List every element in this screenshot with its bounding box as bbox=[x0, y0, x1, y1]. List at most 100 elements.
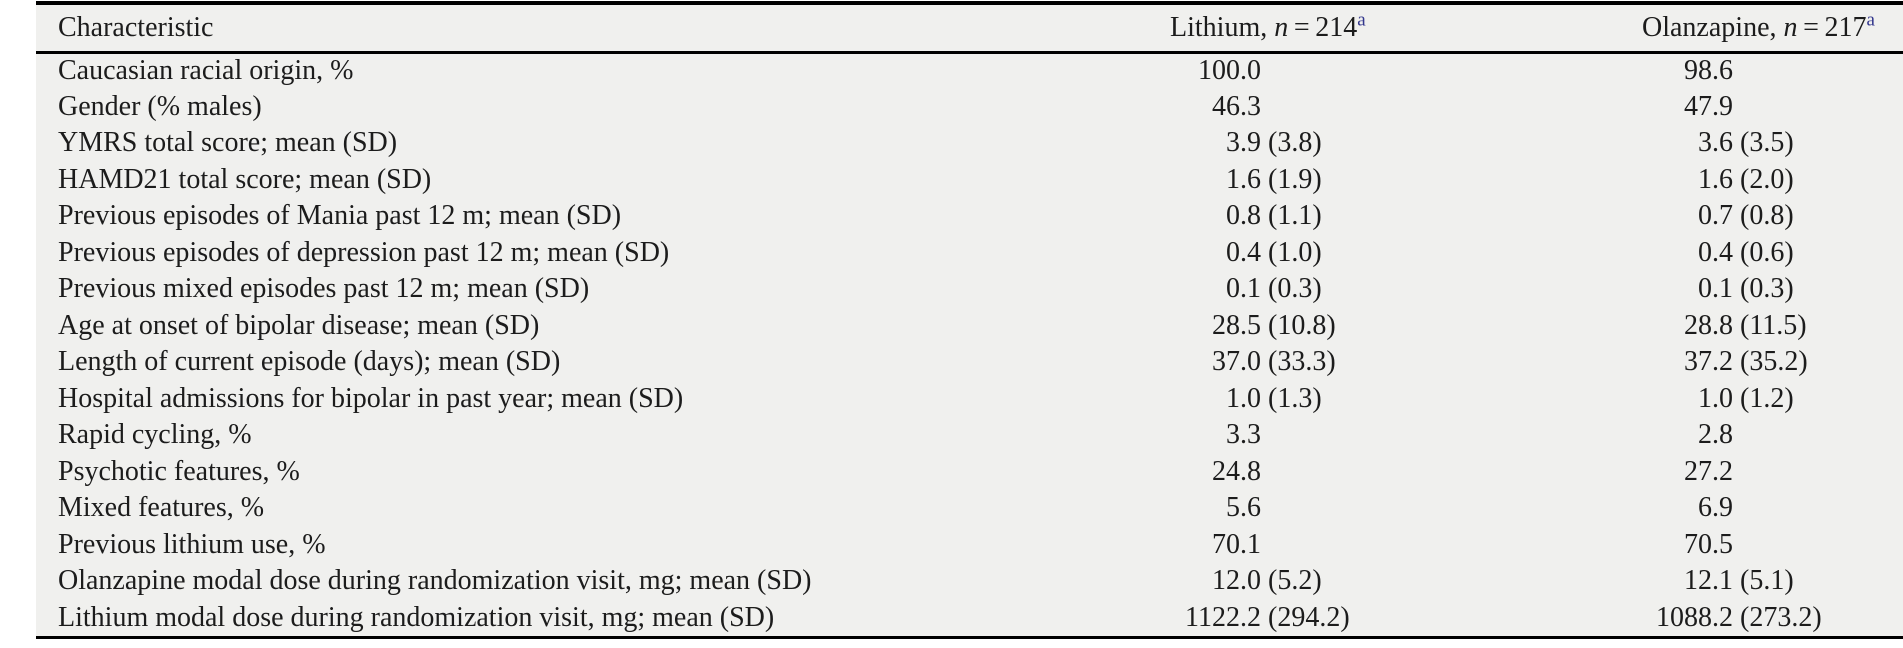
lithium-value: 37.0 (33.3) bbox=[1170, 344, 1642, 381]
n-symbol: n bbox=[1783, 11, 1798, 43]
value-integer-part: 0 bbox=[1698, 236, 1712, 268]
row-label: Lithium modal dose during randomization … bbox=[58, 601, 775, 633]
value-integer-part: 47 bbox=[1684, 90, 1712, 122]
value-integer-part: 0 bbox=[1226, 200, 1240, 232]
equals-sign: = bbox=[1288, 11, 1316, 43]
header-olanzapine-name: Olanzapine, bbox=[1642, 11, 1784, 43]
lithium-value: 3.3 bbox=[1170, 417, 1642, 454]
row-label: Gender (% males) bbox=[58, 90, 262, 122]
value-fraction-part: .5 bbox=[1712, 528, 1733, 560]
value-fraction-part: .0 bbox=[1240, 55, 1261, 86]
table-row: Length of current episode (days); mean (… bbox=[36, 344, 1903, 381]
value-fraction-part: .6 bbox=[1712, 55, 1733, 86]
row-label: Age at onset of bipolar disease; mean (S… bbox=[58, 309, 540, 341]
value-fraction-part: .1 (0.3) bbox=[1712, 273, 1794, 305]
lithium-value: 100.0 bbox=[1170, 52, 1642, 89]
value-fraction-part: .1 (5.1) bbox=[1712, 565, 1794, 597]
row-label: Previous lithium use, % bbox=[58, 528, 326, 560]
lithium-value: 24.8 bbox=[1170, 454, 1642, 491]
table-row: Previous episodes of depression past 12 … bbox=[36, 235, 1903, 272]
table-row: Previous mixed episodes past 12 m; mean … bbox=[36, 271, 1903, 308]
value-fraction-part: .8 bbox=[1712, 419, 1733, 451]
lithium-value: 1122.2 (294.2) bbox=[1170, 600, 1642, 637]
baseline-characteristics-table: Characteristic Lithium, n = 214a Olanzap… bbox=[36, 1, 1903, 639]
lithium-sample-size: 214 bbox=[1315, 11, 1358, 43]
table-row: Mixed features, % 5.6 6.9 bbox=[36, 490, 1903, 527]
lithium-value: 0.4 (1.0) bbox=[1170, 235, 1642, 272]
header-lithium: Lithium, n = 214a bbox=[1170, 5, 1642, 54]
olanzapine-value: 0.7 (0.8) bbox=[1642, 198, 1903, 235]
row-label: Hospital admissions for bipolar in past … bbox=[58, 382, 684, 414]
olanzapine-value: 2.8 bbox=[1642, 417, 1903, 454]
value-fraction-part: .9 bbox=[1712, 90, 1733, 122]
olanzapine-value: 0.4 (0.6) bbox=[1642, 235, 1903, 272]
lithium-value: 3.9 (3.8) bbox=[1170, 125, 1642, 162]
value-integer-part: 28 bbox=[1212, 309, 1240, 341]
value-fraction-part: .0 (1.2) bbox=[1712, 382, 1794, 414]
table-header: Characteristic Lithium, n = 214a Olanzap… bbox=[36, 5, 1903, 54]
equals-sign: = bbox=[1797, 11, 1825, 43]
value-integer-part: 27 bbox=[1684, 455, 1712, 487]
footnote-a-link[interactable]: a bbox=[1866, 9, 1875, 31]
value-fraction-part: .1 bbox=[1240, 528, 1261, 560]
value-integer-part: 5 bbox=[1226, 492, 1240, 524]
row-label: Previous episodes of Mania past 12 m; me… bbox=[58, 200, 622, 232]
row-label: Olanzapine modal dose during randomizati… bbox=[58, 565, 812, 597]
header-olanzapine: Olanzapine, n = 217a bbox=[1642, 5, 1903, 54]
value-fraction-part: .5 (10.8) bbox=[1240, 309, 1336, 341]
value-fraction-part: .2 (294.2) bbox=[1240, 601, 1350, 633]
olanzapine-value: 28.8 (11.5) bbox=[1642, 308, 1903, 345]
value-integer-part: 0 bbox=[1698, 200, 1712, 232]
lithium-value: 0.8 (1.1) bbox=[1170, 198, 1642, 235]
footnote-a-link[interactable]: a bbox=[1357, 9, 1366, 31]
value-fraction-part: .9 bbox=[1712, 492, 1733, 524]
value-fraction-part: .2 bbox=[1712, 455, 1733, 487]
header-lithium-name: Lithium, bbox=[1170, 11, 1275, 43]
lithium-value: 46.3 bbox=[1170, 89, 1642, 126]
olanzapine-sample-size: 217 bbox=[1824, 11, 1867, 43]
olanzapine-value: 37.2 (35.2) bbox=[1642, 344, 1903, 381]
row-label: Psychotic features, % bbox=[58, 455, 300, 487]
lithium-value: 28.5 (10.8) bbox=[1170, 308, 1642, 345]
table-row: YMRS total score; mean (SD) 3.9 (3.8) 3.6 … bbox=[36, 125, 1903, 162]
value-integer-part: 3 bbox=[1698, 127, 1712, 159]
value-fraction-part: .8 (11.5) bbox=[1712, 309, 1807, 341]
value-integer-part: 2 bbox=[1698, 419, 1712, 451]
value-integer-part: 70 bbox=[1684, 528, 1712, 560]
table-row: Lithium modal dose during randomization … bbox=[36, 600, 1903, 637]
value-fraction-part: .0 (1.3) bbox=[1240, 382, 1322, 414]
value-integer-part: 3 bbox=[1226, 127, 1240, 159]
value-fraction-part: .1 (0.3) bbox=[1240, 273, 1322, 305]
value-integer-part: 6 bbox=[1698, 492, 1712, 524]
table-row: Hospital admissions for bipolar in past … bbox=[36, 381, 1903, 418]
row-label: Mixed features, % bbox=[58, 492, 265, 524]
olanzapine-value: 1.6 (2.0) bbox=[1642, 162, 1903, 199]
olanzapine-value: 3.6 (3.5) bbox=[1642, 125, 1903, 162]
header-row: Characteristic Lithium, n = 214a Olanzap… bbox=[36, 5, 1903, 54]
olanzapine-value: 0.1 (0.3) bbox=[1642, 271, 1903, 308]
table-row: HAMD21 total score; mean (SD) 1.6 (1.9) 1.… bbox=[36, 162, 1903, 199]
value-fraction-part: .2 (35.2) bbox=[1712, 346, 1808, 378]
value-integer-part: 12 bbox=[1684, 565, 1712, 597]
value-integer-part: 28 bbox=[1684, 309, 1712, 341]
row-label: Rapid cycling, % bbox=[58, 419, 252, 451]
lithium-value: 1.6 (1.9) bbox=[1170, 162, 1642, 199]
row-label: YMRS total score; mean (SD) bbox=[58, 127, 398, 159]
table-body: Caucasian racial origin, % 100.0 98.6 Gende… bbox=[36, 52, 1903, 636]
value-integer-part: 1 bbox=[1698, 382, 1712, 414]
value-fraction-part: .7 (0.8) bbox=[1712, 200, 1794, 232]
table-row: Caucasian racial origin, % 100.0 98.6 bbox=[36, 52, 1903, 89]
value-fraction-part: .6 (2.0) bbox=[1712, 163, 1794, 195]
table-row: Gender (% males) 46.3 47.9 bbox=[36, 89, 1903, 126]
value-integer-part: 0 bbox=[1698, 273, 1712, 305]
row-label: Length of current episode (days); mean (… bbox=[58, 346, 561, 378]
lithium-value: 5.6 bbox=[1170, 490, 1642, 527]
data-table: Characteristic Lithium, n = 214a Olanzap… bbox=[36, 5, 1903, 636]
value-fraction-part: .6 (3.5) bbox=[1712, 127, 1794, 159]
value-integer-part: 3 bbox=[1226, 419, 1240, 451]
olanzapine-value: 47.9 bbox=[1642, 89, 1903, 126]
row-label: Previous episodes of depression past 12 … bbox=[58, 236, 670, 268]
value-fraction-part: .2 (273.2) bbox=[1712, 601, 1822, 633]
value-integer-part: 12 bbox=[1212, 565, 1240, 597]
value-integer-part: 46 bbox=[1212, 90, 1240, 122]
